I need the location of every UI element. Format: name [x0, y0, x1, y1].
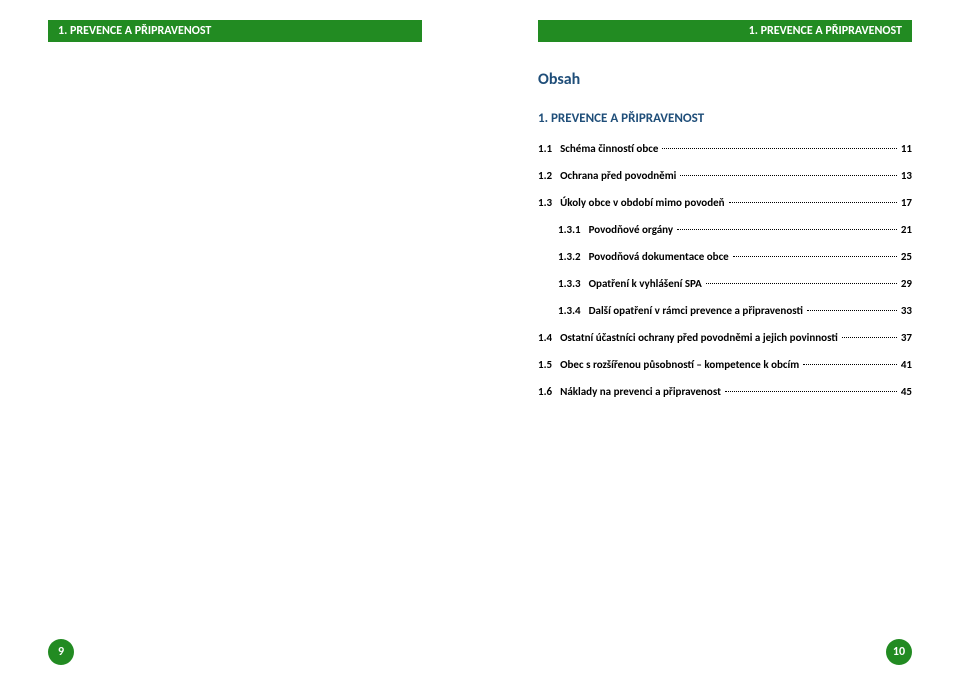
toc-item-number: 1.6	[538, 385, 552, 398]
page-number-right: 10	[886, 639, 912, 665]
toc-item-dots	[733, 256, 897, 257]
toc-item-page: 21	[901, 223, 912, 236]
toc-item-number: 1.2	[538, 169, 552, 182]
page-number-left: 9	[48, 639, 74, 665]
toc-item-page: 37	[901, 331, 912, 344]
header-text-right: 1. PREVENCE A PŘIPRAVENOST	[749, 24, 902, 38]
page-left: 1. PREVENCE A PŘIPRAVENOST 9	[0, 0, 480, 693]
toc-item-dots	[725, 391, 897, 392]
toc-item-label: Povodňová dokumentace obce	[589, 250, 729, 263]
toc-item-label: Opatření k vyhlášení SPA	[589, 277, 702, 290]
toc-item-page: 25	[901, 250, 912, 263]
toc-item: 1.6 Náklady na prevenci a připravenost 45	[538, 385, 912, 398]
toc-item-number: 1.3.3	[558, 277, 581, 290]
toc-item-dots	[706, 283, 897, 284]
page-right: 1. PREVENCE A PŘIPRAVENOST Obsah 1. PREV…	[480, 0, 960, 693]
toc-item-page: 13	[901, 169, 912, 182]
toc-item-page: 11	[901, 142, 912, 155]
toc-item-number: 1.1	[538, 142, 552, 155]
toc-item-label: Obec s rozšířenou působností – kompetenc…	[560, 358, 799, 371]
toc-item-label: Povodňové orgány	[589, 223, 673, 236]
toc-item: 1.2 Ochrana před povodněmi 13	[538, 169, 912, 182]
toc-item-dots	[807, 310, 897, 311]
toc-item-label: Ostatní účastníci ochrany před povodněmi…	[560, 331, 838, 344]
toc-item-dots	[803, 364, 897, 365]
header-bar-left: 1. PREVENCE A PŘIPRAVENOST	[48, 20, 422, 42]
toc-item-page: 33	[901, 304, 912, 317]
toc-item: 1.3 Úkoly obce v období mimo povodeň 17	[538, 196, 912, 209]
toc-item-label: Náklady na prevenci a připravenost	[560, 385, 721, 398]
toc-item-label: Úkoly obce v období mimo povodeň	[560, 196, 724, 209]
toc-item: 1.4 Ostatní účastníci ochrany před povodn…	[538, 331, 912, 344]
toc-item-dots	[842, 337, 897, 338]
toc-item-page: 17	[901, 196, 912, 209]
toc-item-page: 45	[901, 385, 912, 398]
toc-item-page: 41	[901, 358, 912, 371]
toc-item: 1.5 Obec s rozšířenou působností – kompet…	[538, 358, 912, 371]
toc-item: 1.1 Schéma činností obce 11	[538, 142, 912, 155]
header-text-left: 1. PREVENCE A PŘIPRAVENOST	[58, 24, 211, 38]
toc-item-number: 1.4	[538, 331, 552, 344]
toc-item: 1.3.1 Povodňové orgány 21	[538, 223, 912, 236]
toc-item-number: 1.3	[538, 196, 552, 209]
page-number-right-value: 10	[893, 645, 905, 659]
toc-item-dots	[729, 202, 897, 203]
toc-item-dots	[680, 175, 896, 176]
toc-item-number: 1.5	[538, 358, 552, 371]
toc-list: 1.1 Schéma činností obce 11 1.2 Ochrana před…	[538, 142, 912, 398]
toc-item-number: 1.3.4	[558, 304, 581, 317]
toc-item-number: 1.3.1	[558, 223, 581, 236]
toc-item: 1.3.2 Povodňová dokumentace obce 25	[538, 250, 912, 263]
toc-item-number: 1.3.2	[558, 250, 581, 263]
toc-content: Obsah 1. PREVENCE A PŘIPRAVENOST 1.1 Sché…	[538, 70, 912, 412]
toc-item-label: Schéma činností obce	[560, 142, 658, 155]
toc-item-label: Ochrana před povodněmi	[560, 169, 676, 182]
toc-item-page: 29	[901, 277, 912, 290]
toc-item-dots	[662, 148, 896, 149]
toc-item: 1.3.4 Další opatření v rámci prevence a p…	[538, 304, 912, 317]
toc-section-main: 1. PREVENCE A PŘIPRAVENOST	[538, 111, 912, 126]
header-bar-right: 1. PREVENCE A PŘIPRAVENOST	[538, 20, 912, 42]
toc-item: 1.3.3 Opatření k vyhlášení SPA 29	[538, 277, 912, 290]
page-number-left-value: 9	[58, 645, 64, 659]
toc-item-label: Další opatření v rámci prevence a připra…	[589, 304, 803, 317]
toc-title: Obsah	[538, 70, 912, 89]
toc-item-dots	[677, 229, 897, 230]
